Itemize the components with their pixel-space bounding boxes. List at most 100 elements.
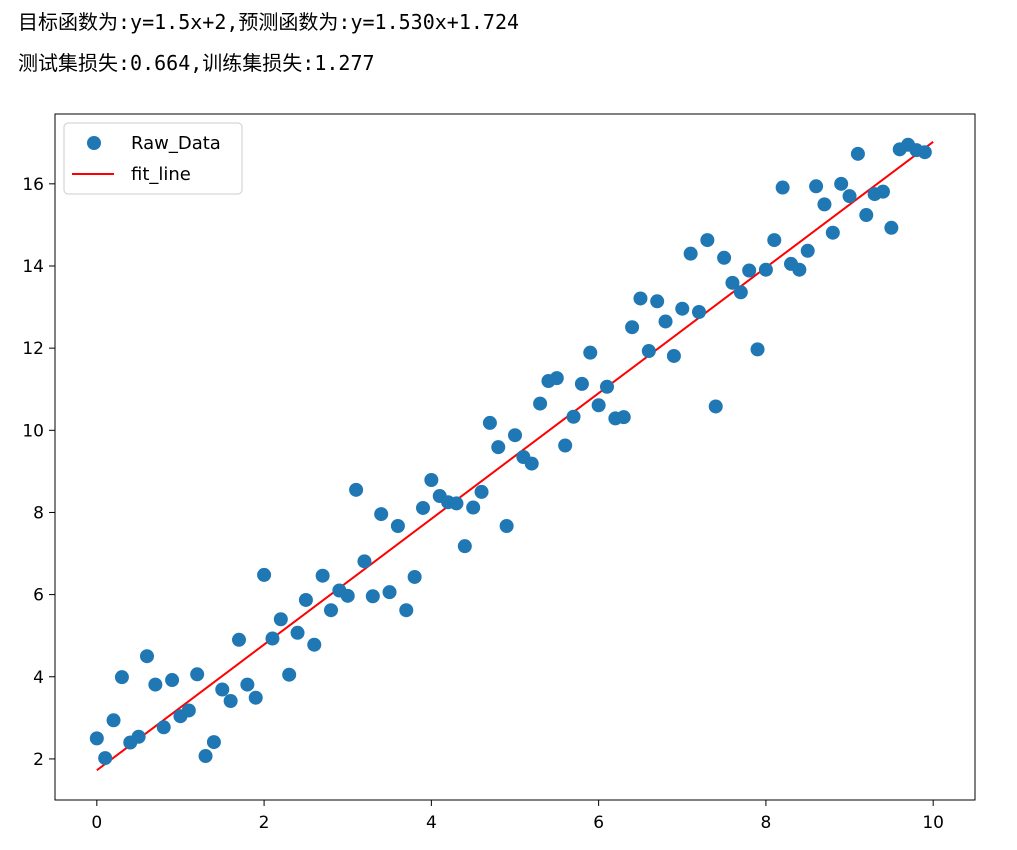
x-tick-label: 10	[922, 813, 944, 833]
data-point	[206, 735, 221, 750]
y-tick-label: 14	[22, 257, 44, 277]
data-point	[708, 399, 723, 414]
data-point	[257, 567, 272, 582]
data-point	[842, 189, 857, 204]
data-point	[792, 262, 807, 277]
legend-marker-raw-data	[87, 136, 101, 150]
fit-line	[96, 140, 934, 772]
data-point	[215, 682, 230, 697]
data-point	[583, 345, 598, 360]
data-point	[859, 208, 874, 223]
data-point	[566, 409, 581, 424]
legend-box	[63, 122, 243, 195]
data-point	[717, 250, 732, 265]
data-point	[750, 342, 765, 357]
legend: Raw_Data fit_line	[63, 122, 243, 195]
y-tick-label: 10	[22, 421, 44, 441]
data-point	[482, 415, 497, 430]
y-tick-label: 16	[22, 175, 44, 195]
data-point	[390, 519, 405, 534]
data-point	[692, 305, 706, 319]
data-point	[633, 291, 648, 306]
x-tick-label: 0	[91, 813, 102, 833]
data-point	[449, 496, 464, 511]
data-point	[407, 569, 422, 584]
data-point	[825, 225, 840, 240]
data-point	[600, 379, 614, 394]
x-tick-label: 8	[760, 813, 771, 833]
data-point	[809, 179, 824, 194]
data-point	[491, 440, 506, 455]
data-point	[767, 233, 782, 248]
data-point	[524, 456, 539, 471]
data-point	[775, 180, 790, 195]
data-point	[591, 398, 606, 413]
data-point	[98, 751, 113, 766]
data-point	[140, 649, 154, 664]
data-point	[850, 146, 865, 161]
data-point	[558, 438, 573, 453]
data-point	[156, 720, 171, 735]
data-point	[424, 473, 439, 487]
data-point	[474, 484, 489, 499]
data-point	[114, 670, 129, 685]
data-point	[357, 554, 372, 569]
data-point	[248, 690, 263, 705]
data-point	[232, 632, 246, 647]
axis-ticks: 0 2 4 6 8 10 2 4 6 8 10 12 14 16	[22, 175, 944, 833]
data-point	[658, 314, 673, 329]
y-tick-label: 6	[33, 586, 44, 606]
y-tick-label: 2	[33, 750, 44, 770]
data-point	[683, 246, 698, 261]
data-point	[834, 176, 849, 191]
data-point	[273, 612, 288, 627]
data-point	[733, 285, 748, 300]
data-point	[499, 519, 514, 534]
data-point	[307, 637, 322, 652]
data-point	[641, 344, 656, 359]
data-point	[917, 145, 932, 160]
data-point	[725, 275, 740, 290]
data-point	[675, 301, 690, 316]
x-tick-label: 2	[259, 813, 270, 833]
data-point	[148, 677, 163, 692]
data-point	[876, 184, 890, 199]
legend-label-fit-line: fit_line	[131, 164, 191, 185]
data-point	[416, 500, 430, 515]
data-point	[240, 677, 255, 692]
y-tick-label: 12	[22, 339, 44, 359]
data-point	[884, 220, 899, 235]
data-point	[574, 376, 589, 391]
data-point	[165, 673, 180, 688]
data-point	[800, 243, 815, 258]
data-point	[508, 428, 522, 443]
data-point	[817, 197, 832, 212]
x-tick-label: 6	[593, 813, 604, 833]
output-text-line-2: 测试集损失:0.664,训练集损失:1.277	[18, 51, 375, 75]
data-point	[190, 667, 205, 682]
data-point	[181, 703, 196, 718]
data-point	[106, 713, 121, 728]
data-point	[265, 631, 280, 646]
data-point	[89, 731, 104, 746]
data-point	[374, 507, 389, 522]
data-point	[298, 592, 313, 607]
data-point	[700, 233, 715, 248]
data-point	[466, 500, 481, 515]
data-point	[666, 348, 681, 363]
data-point	[324, 603, 338, 618]
data-point	[758, 262, 773, 277]
data-point	[399, 603, 414, 618]
data-point	[282, 667, 297, 682]
y-tick-label: 8	[33, 503, 44, 523]
output-text-line-1: 目标函数为:y=1.5x+2,预测函数为:y=1.530x+1.724	[18, 10, 520, 34]
y-tick-label: 4	[33, 668, 44, 688]
data-point	[650, 294, 665, 309]
x-tick-label: 4	[426, 813, 437, 833]
data-point	[616, 410, 631, 425]
data-points	[89, 137, 932, 766]
data-point	[533, 396, 548, 411]
data-point	[340, 588, 355, 603]
fit-line-layer	[96, 140, 934, 772]
